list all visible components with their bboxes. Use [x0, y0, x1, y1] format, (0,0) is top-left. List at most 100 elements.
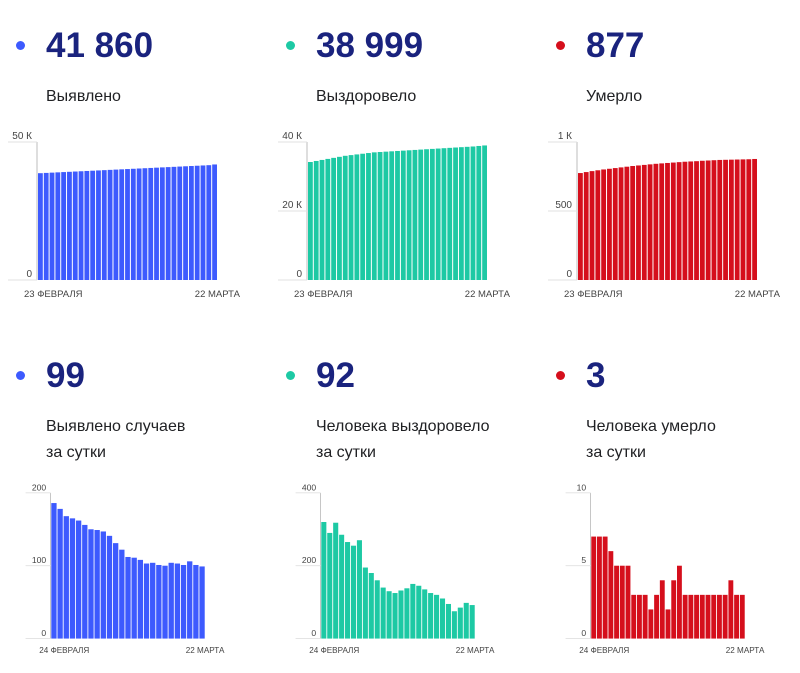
bar [327, 532, 333, 639]
y-tick-label: 200 [32, 482, 47, 492]
bar [131, 557, 137, 639]
bar [410, 583, 416, 639]
bar [333, 522, 339, 639]
bar [75, 520, 82, 639]
bar [366, 153, 371, 280]
bar [608, 551, 614, 639]
big-number: 3 [586, 356, 606, 395]
bar [688, 594, 694, 639]
bar [49, 172, 55, 280]
x-start-label: 23 ФЕВРАЛЯ [564, 289, 623, 300]
bar [101, 170, 107, 280]
chart-cases-daily: 0 100 200 24 ФЕВРАЛЯ 22 МАРТА [25, 482, 225, 655]
bar [597, 536, 602, 639]
bar [463, 602, 469, 639]
y-tick-label: 0 [26, 269, 32, 280]
bar [206, 165, 212, 280]
bar [82, 524, 88, 639]
bar [723, 159, 728, 280]
bar [591, 536, 597, 639]
y-tick-label: 0 [41, 628, 46, 638]
bar [682, 594, 688, 639]
bar [624, 166, 630, 280]
bar [705, 594, 711, 639]
bar [404, 588, 410, 639]
y-tick-label: 50 К [12, 131, 32, 142]
bar [458, 147, 464, 280]
bar [90, 170, 96, 280]
y-tick-label: 100 [32, 555, 47, 565]
bar [671, 580, 677, 639]
y-tick-label: 1 К [558, 131, 572, 142]
bar [711, 594, 717, 639]
y-tick-label: 0 [566, 269, 572, 280]
metric-label-line: за сутки [586, 444, 646, 461]
bar [84, 170, 90, 280]
bar [342, 155, 348, 280]
bar [746, 159, 752, 280]
bar [654, 594, 659, 639]
bar [194, 165, 200, 280]
bar [61, 172, 67, 280]
legend-dot-icon [286, 41, 295, 50]
metric-label: Умерло [586, 84, 642, 110]
bar [740, 159, 746, 280]
bar [199, 566, 205, 639]
bar [88, 529, 94, 639]
bar [412, 149, 418, 280]
bar [676, 162, 682, 280]
bar [602, 536, 608, 639]
bar [380, 587, 386, 639]
bar [688, 161, 694, 280]
bar [476, 145, 482, 280]
legend-dot-icon [286, 371, 295, 380]
bar [55, 172, 61, 280]
bar [739, 594, 745, 639]
bar [174, 563, 181, 639]
bar [313, 160, 319, 280]
bar [78, 171, 84, 280]
bar [439, 598, 446, 639]
bar [43, 172, 49, 280]
bar [350, 545, 357, 639]
bar [670, 162, 676, 280]
bar [583, 172, 589, 280]
y-tick-label: 5 [581, 555, 586, 565]
bar [339, 534, 345, 639]
bar [665, 162, 670, 280]
bar [165, 167, 171, 280]
bar [72, 171, 78, 280]
bar [100, 531, 106, 639]
bar [601, 169, 607, 280]
bar [694, 594, 699, 639]
bar [469, 605, 475, 639]
x-start-label: 24 ФЕВРАЛЯ [39, 646, 89, 655]
bar [362, 567, 368, 639]
bar [441, 148, 447, 280]
metric-label-line: Выявлено случаев [46, 418, 186, 435]
panel-cases-daily: 99 Выявлено случаев за сутки 0 100 200 24 Ф… [0, 330, 262, 660]
bar [321, 522, 327, 639]
legend-dot-icon [16, 371, 25, 380]
bar [371, 152, 377, 280]
y-tick-label: 500 [555, 200, 572, 211]
y-tick-label: 0 [296, 269, 302, 280]
chart-deaths-total: 0 500 1 К 23 ФЕВРАЛЯ 22 МАРТА [548, 131, 781, 300]
bar [453, 147, 458, 280]
big-number: 877 [586, 26, 645, 65]
bar [637, 594, 642, 639]
panel-deaths-daily: 3 Человека умерло за сутки 0 5 10 24 ФЕВРАЛ… [540, 330, 800, 660]
bar [337, 156, 342, 280]
bar [183, 166, 188, 280]
x-start-label: 23 ФЕВРАЛЯ [294, 289, 353, 300]
bar [429, 148, 435, 280]
bar [677, 565, 682, 639]
bar [424, 149, 429, 280]
bar [143, 563, 150, 639]
bar [728, 159, 734, 280]
bar [200, 165, 206, 280]
bar [187, 561, 193, 639]
metric-label: Человека умерло за сутки [586, 414, 716, 466]
bar [325, 158, 331, 280]
y-tick-label: 20 К [282, 200, 302, 211]
